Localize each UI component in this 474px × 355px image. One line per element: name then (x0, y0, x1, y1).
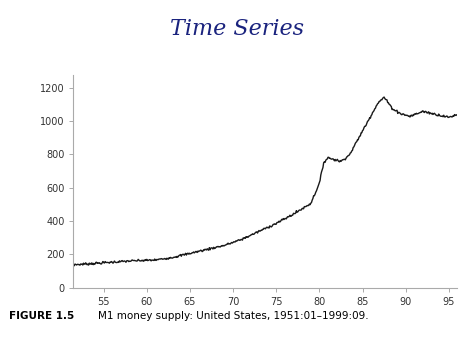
Text: Time Series: Time Series (170, 18, 304, 40)
Text: M1 money supply: United States, 1951:01–1999:09.: M1 money supply: United States, 1951:01–… (85, 311, 369, 321)
Text: FIGURE 1.5: FIGURE 1.5 (9, 311, 75, 321)
